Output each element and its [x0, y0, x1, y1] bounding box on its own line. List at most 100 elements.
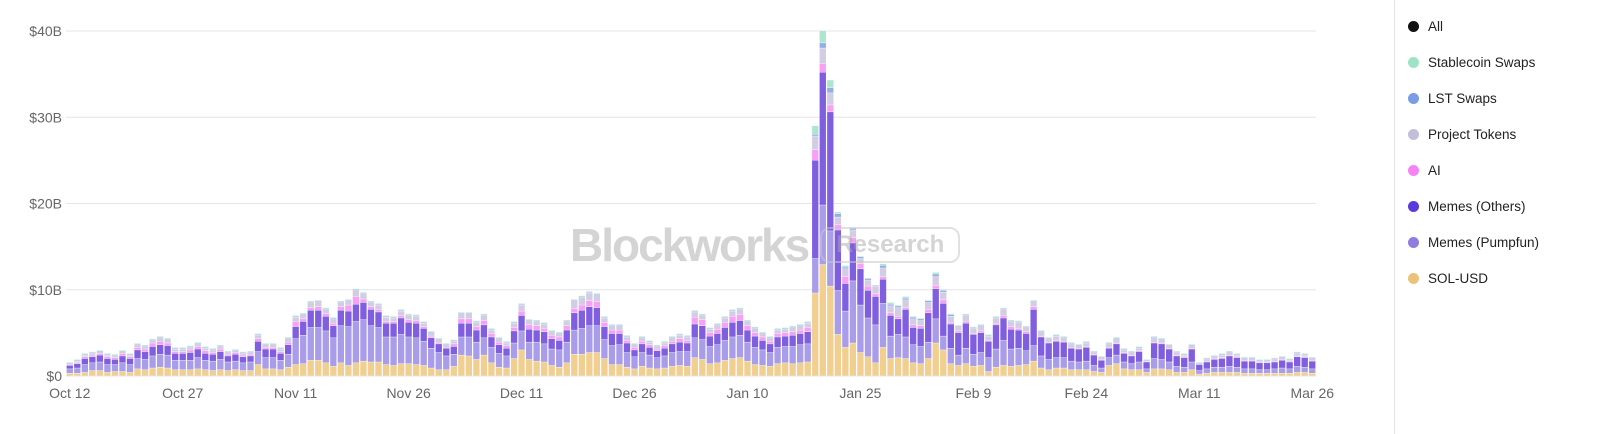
bar-segment-stablecoin-swaps: [556, 332, 563, 333]
bar-segment-stablecoin-swaps: [141, 344, 149, 346]
bar-segment-stablecoin-swaps: [428, 331, 435, 332]
bar-segment-sol-usd: [224, 370, 232, 376]
legend-item-sol-usd[interactable]: SOL-USD: [1408, 260, 1539, 296]
bar-segment-stablecoin-swaps: [119, 350, 126, 351]
bar-segment-memes-pumpfun: [1233, 367, 1241, 373]
x-tick-label: Mar 26: [1290, 385, 1334, 401]
bar-segment-memes-pumpfun: [1241, 369, 1248, 374]
bar-segment-ai: [360, 299, 367, 303]
bar-segment-memes-pumpfun: [1218, 367, 1226, 373]
bar-stack: [269, 343, 277, 376]
bar-segment-memes-pumpfun: [89, 363, 96, 371]
legend-label: All: [1428, 18, 1444, 34]
bar-segment-sol-usd: [465, 356, 473, 376]
bar-segment-ai: [292, 321, 299, 327]
bar-segment-stablecoin-swaps: [262, 343, 269, 344]
bar-segment-memes-others: [947, 324, 954, 348]
bar-segment-memes-others: [254, 341, 262, 352]
bar-segment-project-tokens: [375, 305, 382, 310]
legend-item-lst-swaps[interactable]: LST Swaps: [1408, 80, 1539, 116]
bar-segment-ai: [217, 349, 224, 352]
legend-item-all[interactable]: All: [1408, 8, 1539, 44]
bar-segment-ai: [1120, 352, 1128, 354]
legend-item-memes-pumpfun[interactable]: Memes (Pumpfun): [1408, 224, 1539, 260]
bar-segment-sol-usd: [428, 368, 435, 376]
bar-segment-lst-swaps: [405, 314, 412, 316]
bar-segment-stablecoin-swaps: [834, 212, 841, 214]
bar-segment-memes-pumpfun: [985, 357, 992, 372]
bar-segment-ai: [488, 333, 495, 337]
bar-segment-stablecoin-swaps: [932, 272, 939, 274]
legend-dot-icon: [1408, 200, 1419, 212]
bar-segment-lst-swaps: [1309, 357, 1316, 359]
bar-segment-memes-others: [789, 335, 796, 347]
bar-segment-sol-usd: [1007, 366, 1015, 376]
bar-segment-project-tokens: [970, 328, 977, 334]
bar-segment-memes-pumpfun: [548, 349, 555, 366]
bar-segment-memes-pumpfun: [81, 364, 88, 373]
bar-segment-sol-usd: [947, 363, 954, 376]
bar-segment-ai: [541, 328, 548, 332]
bar-segment-memes-others: [804, 332, 811, 344]
bar-segment-sol-usd: [872, 363, 879, 376]
bar-stack: [104, 353, 111, 376]
bar-segment-project-tokens: [435, 339, 442, 342]
bar-segment-lst-swaps: [661, 342, 668, 343]
bar-segment-stablecoin-swaps: [563, 319, 570, 321]
bar-segment-memes-pumpfun: [1030, 345, 1037, 361]
bar-stack: [262, 343, 269, 376]
legend-item-stablecoin-swaps[interactable]: Stablecoin Swaps: [1408, 44, 1539, 80]
bar-stack: [729, 309, 736, 376]
bar-segment-sol-usd: [330, 366, 337, 376]
bar-stack: [510, 321, 518, 376]
bar-stack: [578, 295, 585, 376]
bar-stack: [315, 300, 322, 376]
bar-stack: [1053, 334, 1060, 376]
bar-segment-sol-usd: [578, 354, 585, 376]
bar-segment-ai: [608, 330, 616, 334]
bar-segment-memes-others: [962, 323, 970, 348]
bar-segment-lst-swaps: [902, 298, 909, 300]
bar-segment-lst-swaps: [254, 334, 262, 336]
bar-segment-sol-usd: [179, 369, 186, 376]
bar-segment-sol-usd: [684, 366, 691, 376]
bar-segment-lst-swaps: [518, 304, 525, 305]
bar-segment-project-tokens: [1068, 344, 1075, 348]
bar-stack: [187, 345, 194, 376]
bar-segment-memes-pumpfun: [751, 347, 759, 365]
bar-segment-ai: [721, 322, 729, 328]
bar-segment-stablecoin-swaps: [879, 263, 887, 266]
bar-stack: [827, 80, 834, 376]
bar-segment-sol-usd: [458, 355, 465, 376]
bar-segment-sol-usd: [541, 362, 548, 376]
bar-stack: [1301, 353, 1308, 376]
bar-segment-memes-others: [450, 346, 457, 355]
bar-segment-ai: [420, 326, 427, 329]
bar-segment-project-tokens: [390, 318, 397, 322]
bar-segment-sol-usd: [669, 366, 676, 376]
bar-segment-stablecoin-swaps: [1113, 337, 1120, 338]
bar-stack: [194, 342, 201, 376]
bar-segment-lst-swaps: [428, 332, 435, 333]
bar-segment-stablecoin-swaps: [269, 343, 277, 344]
bar-stack: [1181, 353, 1188, 376]
bar-segment-memes-others: [352, 304, 360, 322]
bar-segment-sol-usd: [1301, 372, 1308, 376]
bar-segment-memes-pumpfun: [367, 325, 375, 362]
bar-segment-sol-usd: [450, 366, 457, 376]
bar-segment-memes-others: [1233, 357, 1241, 367]
bar-segment-lst-swaps: [96, 350, 104, 352]
bar-stack: [390, 316, 397, 376]
bar-segment-lst-swaps: [992, 317, 1000, 318]
bar-segment-memes-pumpfun: [360, 319, 367, 361]
stacked-bar-chart: $0 $10B $20B $30B $40B Oct 12 Oct 27 Nov 11 Nov…: [29, 23, 1334, 401]
legend-item-memes-others[interactable]: Memes (Others): [1408, 188, 1539, 224]
legend-item-project-tokens[interactable]: Project Tokens: [1408, 116, 1539, 152]
bar-segment-stablecoin-swaps: [503, 341, 510, 342]
bar-stack: [74, 359, 81, 376]
bar-segment-lst-swaps: [187, 346, 194, 348]
bar-segment-sol-usd: [676, 365, 683, 376]
legend-item-ai[interactable]: AI: [1408, 152, 1539, 188]
bar-segment-memes-pumpfun: [1037, 356, 1045, 368]
bars: [66, 31, 1316, 376]
